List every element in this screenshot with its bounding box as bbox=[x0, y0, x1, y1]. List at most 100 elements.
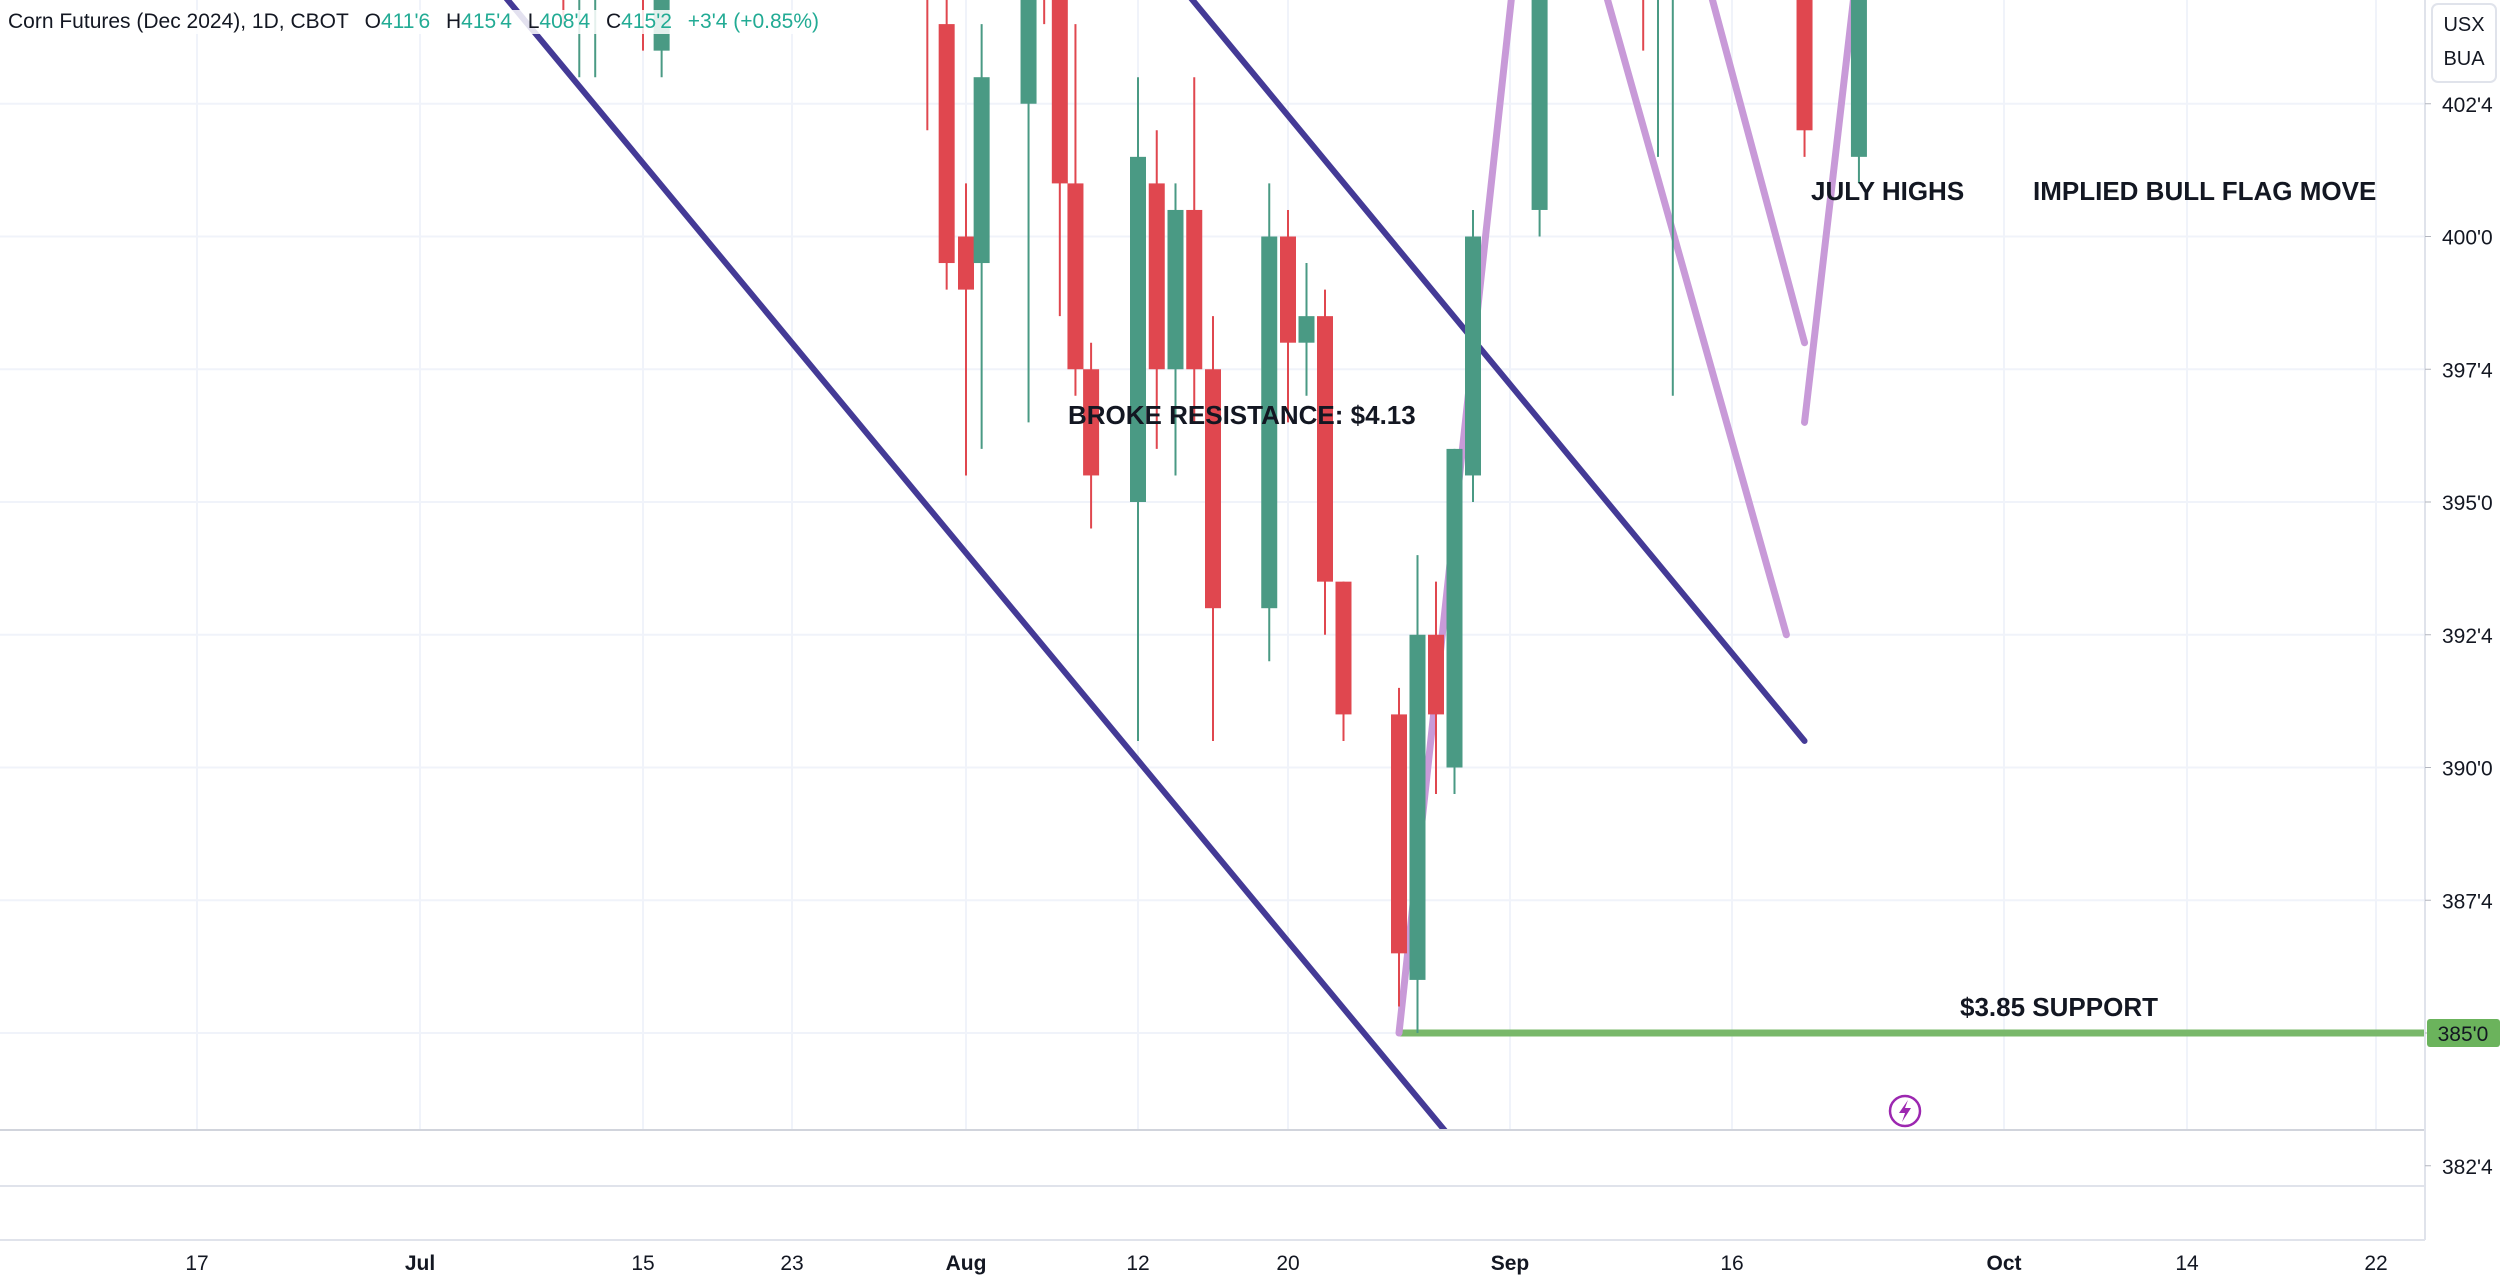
candle-body[interactable] bbox=[1298, 316, 1315, 343]
candle[interactable] bbox=[1298, 263, 1315, 396]
candle[interactable] bbox=[1167, 183, 1184, 476]
candle-body[interactable] bbox=[1167, 209, 1184, 370]
candles[interactable] bbox=[364, 0, 1903, 1033]
candle-body[interactable] bbox=[958, 236, 974, 290]
candle[interactable] bbox=[1067, 24, 1084, 396]
candle[interactable] bbox=[1531, 0, 1548, 237]
candle-body[interactable] bbox=[1335, 581, 1352, 715]
x-tick-label: 14 bbox=[2175, 1252, 2199, 1275]
candle-body[interactable] bbox=[1317, 316, 1333, 582]
candle-body[interactable] bbox=[1067, 183, 1084, 370]
symbol-description[interactable]: Corn Futures (Dec 2024), 1D, CBOT bbox=[8, 10, 349, 33]
change-value: +3'4 (+0.85%) bbox=[687, 10, 820, 33]
y-tick-label: 395'0 bbox=[2442, 492, 2493, 515]
candle-body[interactable] bbox=[1051, 0, 1068, 184]
candle[interactable] bbox=[1465, 209, 1481, 502]
candle-body[interactable] bbox=[1796, 0, 1813, 131]
candle-body[interactable] bbox=[1020, 0, 1037, 104]
y-tick-label: 390'0 bbox=[2442, 758, 2493, 781]
candle[interactable] bbox=[1428, 581, 1444, 795]
candle[interactable] bbox=[1650, 0, 1666, 157]
currency-button: USX bbox=[2443, 14, 2484, 36]
y-tick-label: 400'0 bbox=[2442, 227, 2493, 250]
candle[interactable] bbox=[1317, 289, 1333, 635]
channel-upper-line[interactable] bbox=[927, 0, 1808, 744]
candle[interactable] bbox=[1130, 77, 1146, 741]
lightning-icon-glyph bbox=[1899, 1100, 1911, 1122]
candle-body[interactable] bbox=[1465, 236, 1481, 476]
channel-lower-line[interactable] bbox=[484, 0, 1584, 1281]
candle-body[interactable] bbox=[1280, 236, 1296, 343]
candle-body[interactable] bbox=[1130, 156, 1146, 502]
implied-move-line[interactable] bbox=[1801, 0, 1986, 426]
time-axis-bg bbox=[0, 1130, 2500, 1276]
candle[interactable] bbox=[1083, 342, 1100, 529]
candle[interactable] bbox=[1409, 555, 1426, 1033]
candle[interactable] bbox=[1036, 0, 1052, 25]
candle[interactable] bbox=[973, 24, 990, 449]
candle[interactable] bbox=[1665, 0, 1681, 396]
currency-unit-box bbox=[2431, 3, 2497, 83]
candle[interactable] bbox=[1020, 0, 1037, 423]
candle[interactable] bbox=[958, 183, 974, 476]
candle[interactable] bbox=[1796, 0, 1813, 157]
bull-flag-upper-line[interactable] bbox=[1569, 0, 1809, 347]
candle[interactable] bbox=[1850, 0, 1867, 184]
x-tick-label: 23 bbox=[780, 1252, 803, 1275]
candle[interactable] bbox=[1280, 209, 1296, 423]
support-price-badge[interactable]: 385'0 bbox=[2427, 1019, 2500, 1047]
candle[interactable] bbox=[571, 0, 587, 78]
symbol-header: Corn Futures (Dec 2024), 1D, CBOT O411'6… bbox=[4, 10, 824, 34]
candle-body[interactable] bbox=[1531, 0, 1548, 210]
high-value: 415'4 bbox=[461, 10, 512, 33]
bull-flag-pole[interactable] bbox=[1395, 0, 1569, 1037]
candle[interactable] bbox=[919, 0, 935, 131]
candle-body[interactable] bbox=[1428, 634, 1444, 715]
implied-move-label: IMPLIED BULL FLAG MOVE bbox=[2033, 176, 2376, 206]
candle-body[interactable] bbox=[973, 77, 990, 264]
candle[interactable] bbox=[1261, 183, 1278, 662]
july-highs-label: JULY HIGHS bbox=[1811, 176, 1964, 206]
x-tick-label: Jul bbox=[405, 1252, 435, 1275]
candle-body[interactable] bbox=[1391, 714, 1407, 954]
lightning-icon[interactable] bbox=[1888, 1094, 1922, 1128]
x-tick-label: Sep bbox=[1491, 1252, 1530, 1275]
drawings[interactable] bbox=[0, 0, 2425, 1281]
support-price-badge-text: 385'0 bbox=[2438, 1023, 2489, 1046]
x-tick-label: 17 bbox=[185, 1252, 208, 1275]
candle-body[interactable] bbox=[1446, 448, 1463, 768]
candle-body[interactable] bbox=[1186, 209, 1203, 370]
candle[interactable] bbox=[1051, 0, 1068, 317]
candle-body[interactable] bbox=[1148, 183, 1165, 370]
candle[interactable] bbox=[1205, 316, 1221, 741]
candle[interactable] bbox=[1186, 77, 1203, 423]
candle-body[interactable] bbox=[1409, 634, 1426, 980]
candle-body[interactable] bbox=[938, 24, 955, 264]
candle-body[interactable] bbox=[1261, 236, 1278, 609]
open-value: 411'6 bbox=[380, 10, 431, 33]
unit-button: BUA bbox=[2443, 48, 2485, 70]
candle[interactable] bbox=[1335, 581, 1352, 741]
candle[interactable] bbox=[1446, 448, 1463, 795]
y-tick-label: 382'4 bbox=[2442, 1156, 2493, 1179]
candle-body[interactable] bbox=[1205, 369, 1221, 609]
candle[interactable] bbox=[1391, 687, 1407, 1007]
x-tick-label: Oct bbox=[1986, 1252, 2021, 1275]
candle[interactable] bbox=[1148, 130, 1165, 449]
y-tick-label: 392'4 bbox=[2442, 625, 2493, 648]
candle-body[interactable] bbox=[1083, 369, 1100, 476]
candle-body[interactable] bbox=[1850, 0, 1867, 157]
x-tick-label: 16 bbox=[1720, 1252, 1743, 1275]
bull-flag-lower-line[interactable] bbox=[1540, 0, 1790, 639]
x-tick-label: 20 bbox=[1276, 1252, 1299, 1275]
price-axis-bg bbox=[2425, 0, 2500, 1276]
y-tick-label: 397'4 bbox=[2442, 359, 2493, 382]
x-tick-label: Aug bbox=[946, 1252, 987, 1275]
candle[interactable] bbox=[938, 0, 955, 290]
candle[interactable] bbox=[1635, 0, 1651, 51]
currency-unit-buttons[interactable]: USX BUA bbox=[2431, 3, 2497, 83]
close-label: C bbox=[606, 10, 622, 33]
